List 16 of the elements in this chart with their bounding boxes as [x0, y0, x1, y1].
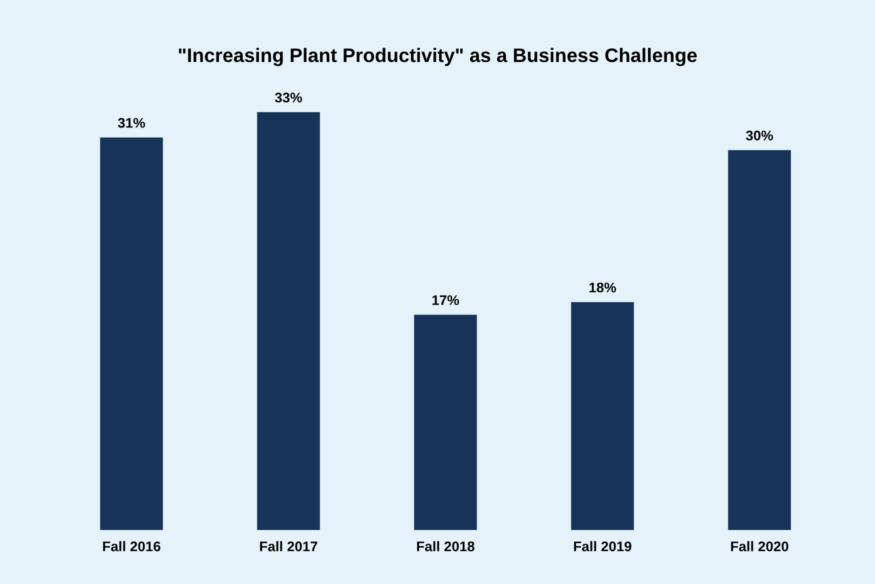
x-tick-label: Fall 2020 [731, 541, 788, 552]
data-label: 31% [118, 118, 146, 128]
chart-title: "Increasing Plant Productivity" as a Business Challenge [178, 48, 697, 66]
x-tick-label: Fall 2019 [574, 541, 632, 552]
bar [100, 137, 163, 530]
bar [257, 112, 320, 530]
x-tick-label: Fall 2017 [260, 541, 318, 552]
data-label: 18% [589, 282, 616, 292]
bar [414, 314, 477, 530]
x-tick-label: Fall 2018 [417, 541, 474, 552]
x-tick-label: Fall 2016 [103, 541, 160, 552]
data-label: 30% [746, 130, 774, 140]
data-label: 17% [432, 295, 460, 306]
data-label: 33% [274, 92, 302, 103]
bar [728, 150, 791, 530]
bar [571, 302, 634, 530]
